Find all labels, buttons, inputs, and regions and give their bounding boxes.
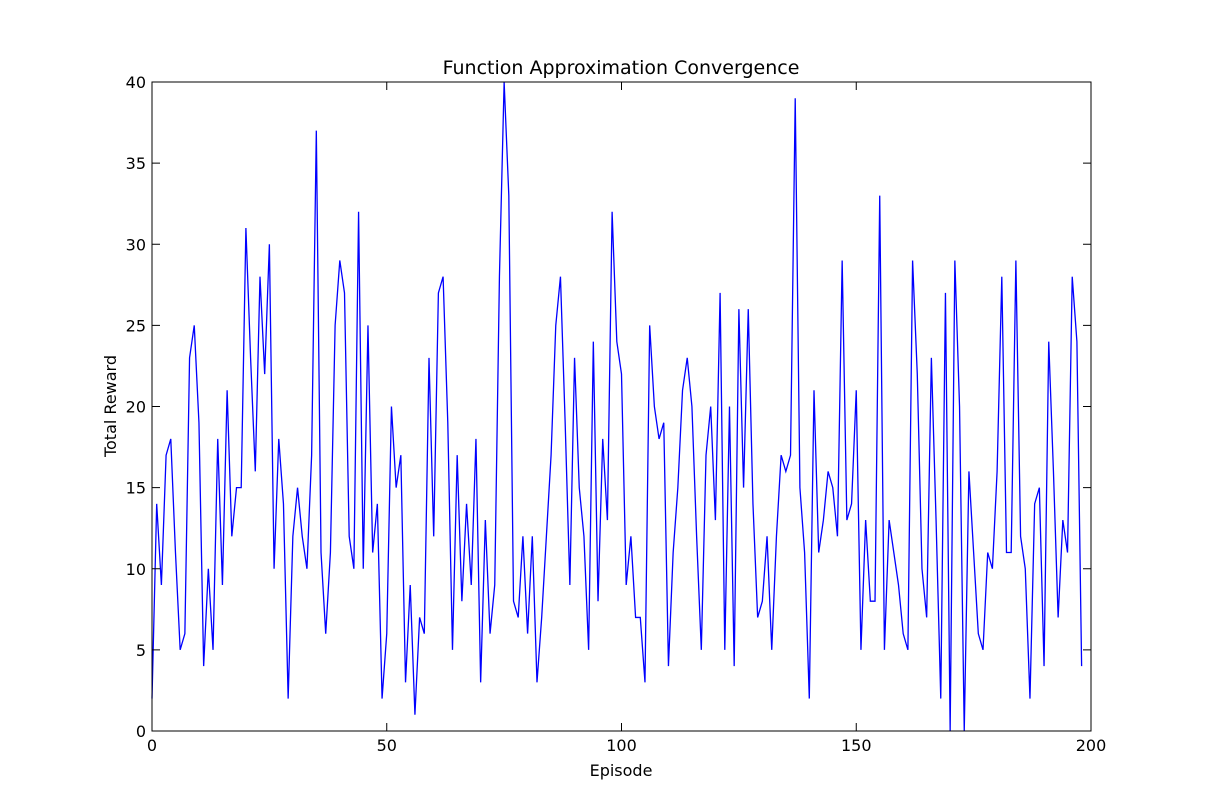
y-axis: 0 5 10 15 20 25 30 35 40 [126,73,1091,741]
y-tick-label: 10 [126,560,146,579]
x-tick-label: 100 [606,736,637,755]
x-tick-label: 150 [841,736,872,755]
data-line-layer [151,81,1083,732]
x-axis-label: Episode [590,761,653,780]
y-tick-label: 20 [126,398,146,417]
x-tick-label: 200 [1076,736,1107,755]
chart-title: Function Approximation Convergence [443,57,800,79]
series-line [151,81,1083,732]
y-axis-label: Total Reward [101,355,120,458]
y-tick-label: 0 [136,722,146,741]
y-tick-label: 5 [136,641,146,660]
y-tick-label: 35 [126,154,146,173]
y-tick-label: 40 [126,73,146,92]
plot-area [152,82,1091,731]
x-tick-label: 0 [147,736,157,755]
y-tick-label: 30 [126,235,146,254]
x-tick-label: 50 [377,736,397,755]
y-tick-label: 25 [126,316,146,335]
x-axis: 0 50 100 150 200 [147,82,1106,755]
y-tick-label: 15 [126,479,146,498]
